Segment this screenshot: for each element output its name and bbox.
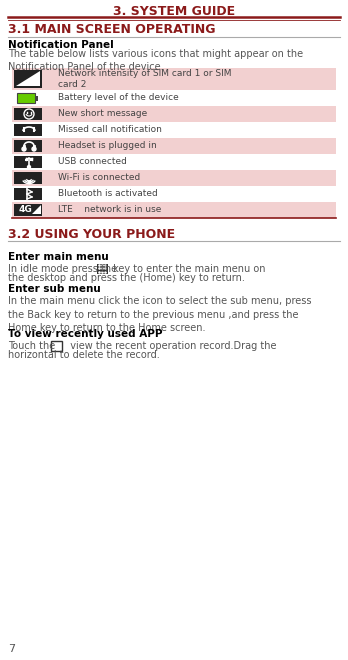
Bar xyxy=(12,186,336,202)
Bar xyxy=(12,202,336,218)
Text: Missed call notification: Missed call notification xyxy=(58,125,162,135)
Bar xyxy=(12,68,336,90)
Text: In the main menu click the icon to select the sub menu, press
the Back key to re: In the main menu click the icon to selec… xyxy=(8,296,311,333)
Text: Network intensity of SIM card 1 or SIM
card 2: Network intensity of SIM card 1 or SIM c… xyxy=(58,69,231,89)
Bar xyxy=(35,96,38,100)
Text: 4G: 4G xyxy=(19,205,33,214)
Bar xyxy=(17,93,35,103)
Bar xyxy=(97,263,108,273)
Text: 3.1 MAIN SCREEN OPERATING: 3.1 MAIN SCREEN OPERATING xyxy=(8,23,215,36)
Bar xyxy=(14,172,42,184)
Text: Touch the: Touch the xyxy=(8,341,62,351)
Bar xyxy=(12,106,336,122)
Bar xyxy=(12,122,336,138)
Text: Headset is plugged in: Headset is plugged in xyxy=(58,141,157,150)
Bar xyxy=(14,156,42,168)
Text: New short message: New short message xyxy=(58,110,147,119)
Text: view the recent operation record.Drag the: view the recent operation record.Drag th… xyxy=(64,341,276,351)
Text: key to enter the main menu on: key to enter the main menu on xyxy=(110,264,266,274)
Bar xyxy=(12,170,336,186)
Text: Enter main menu: Enter main menu xyxy=(8,252,109,262)
Polygon shape xyxy=(32,205,41,214)
Bar xyxy=(14,188,42,200)
Text: LTE    network is in use: LTE network is in use xyxy=(58,205,161,214)
Text: Wi-Fi is connected: Wi-Fi is connected xyxy=(58,174,140,183)
Bar xyxy=(30,159,33,161)
Text: 7: 7 xyxy=(8,644,15,654)
Bar xyxy=(14,140,42,152)
Text: USB connected: USB connected xyxy=(58,158,127,166)
Bar xyxy=(12,138,336,154)
Text: The table below lists various icons that might appear on the
Notification Panel : The table below lists various icons that… xyxy=(8,49,303,72)
Text: 3. SYSTEM GUIDE: 3. SYSTEM GUIDE xyxy=(113,5,235,18)
Polygon shape xyxy=(16,71,40,86)
Text: Enter sub menu: Enter sub menu xyxy=(8,284,101,294)
Text: Bluetooth is activated: Bluetooth is activated xyxy=(58,189,158,199)
Text: the desktop and press the (Home) key to return.: the desktop and press the (Home) key to … xyxy=(8,273,245,283)
Text: Notification Panel: Notification Panel xyxy=(8,40,114,50)
Bar xyxy=(14,108,42,120)
Bar xyxy=(51,341,62,350)
Bar xyxy=(14,204,42,216)
Bar xyxy=(12,90,336,106)
Text: 3.2 USING YOUR PHONE: 3.2 USING YOUR PHONE xyxy=(8,228,175,241)
Bar xyxy=(14,70,42,88)
Text: In idle mode press the: In idle mode press the xyxy=(8,264,120,274)
Text: To view recently used APP: To view recently used APP xyxy=(8,329,163,339)
Text: Battery level of the device: Battery level of the device xyxy=(58,94,179,102)
Circle shape xyxy=(32,147,36,151)
Circle shape xyxy=(27,166,31,168)
Bar xyxy=(25,159,28,161)
Bar xyxy=(12,154,336,170)
Bar xyxy=(14,124,42,136)
Circle shape xyxy=(22,147,26,151)
Text: horizontal to delete the record.: horizontal to delete the record. xyxy=(8,350,160,360)
